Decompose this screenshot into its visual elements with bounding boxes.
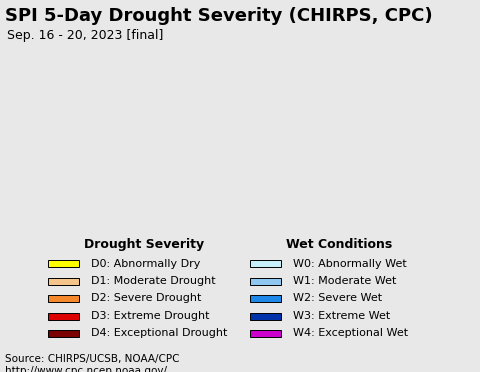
- Text: W1: Moderate Wet: W1: Moderate Wet: [293, 276, 396, 286]
- FancyBboxPatch shape: [48, 295, 79, 302]
- FancyBboxPatch shape: [250, 260, 281, 267]
- Text: Sep. 16 - 20, 2023 [final]: Sep. 16 - 20, 2023 [final]: [7, 29, 164, 42]
- FancyBboxPatch shape: [250, 330, 281, 337]
- FancyBboxPatch shape: [250, 278, 281, 285]
- Text: http://www.cpc.ncep.noaa.gov/: http://www.cpc.ncep.noaa.gov/: [5, 366, 167, 372]
- Text: D0: Abnormally Dry: D0: Abnormally Dry: [91, 259, 201, 269]
- Text: W4: Exceptional Wet: W4: Exceptional Wet: [293, 328, 408, 339]
- FancyBboxPatch shape: [48, 260, 79, 267]
- FancyBboxPatch shape: [48, 330, 79, 337]
- Text: Wet Conditions: Wet Conditions: [286, 238, 392, 251]
- Text: W0: Abnormally Wet: W0: Abnormally Wet: [293, 259, 407, 269]
- Text: Source: CHIRPS/UCSB, NOAA/CPC: Source: CHIRPS/UCSB, NOAA/CPC: [5, 354, 180, 364]
- Text: W2: Severe Wet: W2: Severe Wet: [293, 294, 382, 304]
- Text: Drought Severity: Drought Severity: [84, 238, 204, 251]
- Text: D1: Moderate Drought: D1: Moderate Drought: [91, 276, 216, 286]
- Text: W3: Extreme Wet: W3: Extreme Wet: [293, 311, 390, 321]
- FancyBboxPatch shape: [48, 278, 79, 285]
- Text: D4: Exceptional Drought: D4: Exceptional Drought: [91, 328, 228, 339]
- Text: D2: Severe Drought: D2: Severe Drought: [91, 294, 202, 304]
- FancyBboxPatch shape: [250, 313, 281, 320]
- Text: SPI 5-Day Drought Severity (CHIRPS, CPC): SPI 5-Day Drought Severity (CHIRPS, CPC): [5, 7, 432, 25]
- FancyBboxPatch shape: [250, 295, 281, 302]
- FancyBboxPatch shape: [48, 313, 79, 320]
- Text: D3: Extreme Drought: D3: Extreme Drought: [91, 311, 210, 321]
